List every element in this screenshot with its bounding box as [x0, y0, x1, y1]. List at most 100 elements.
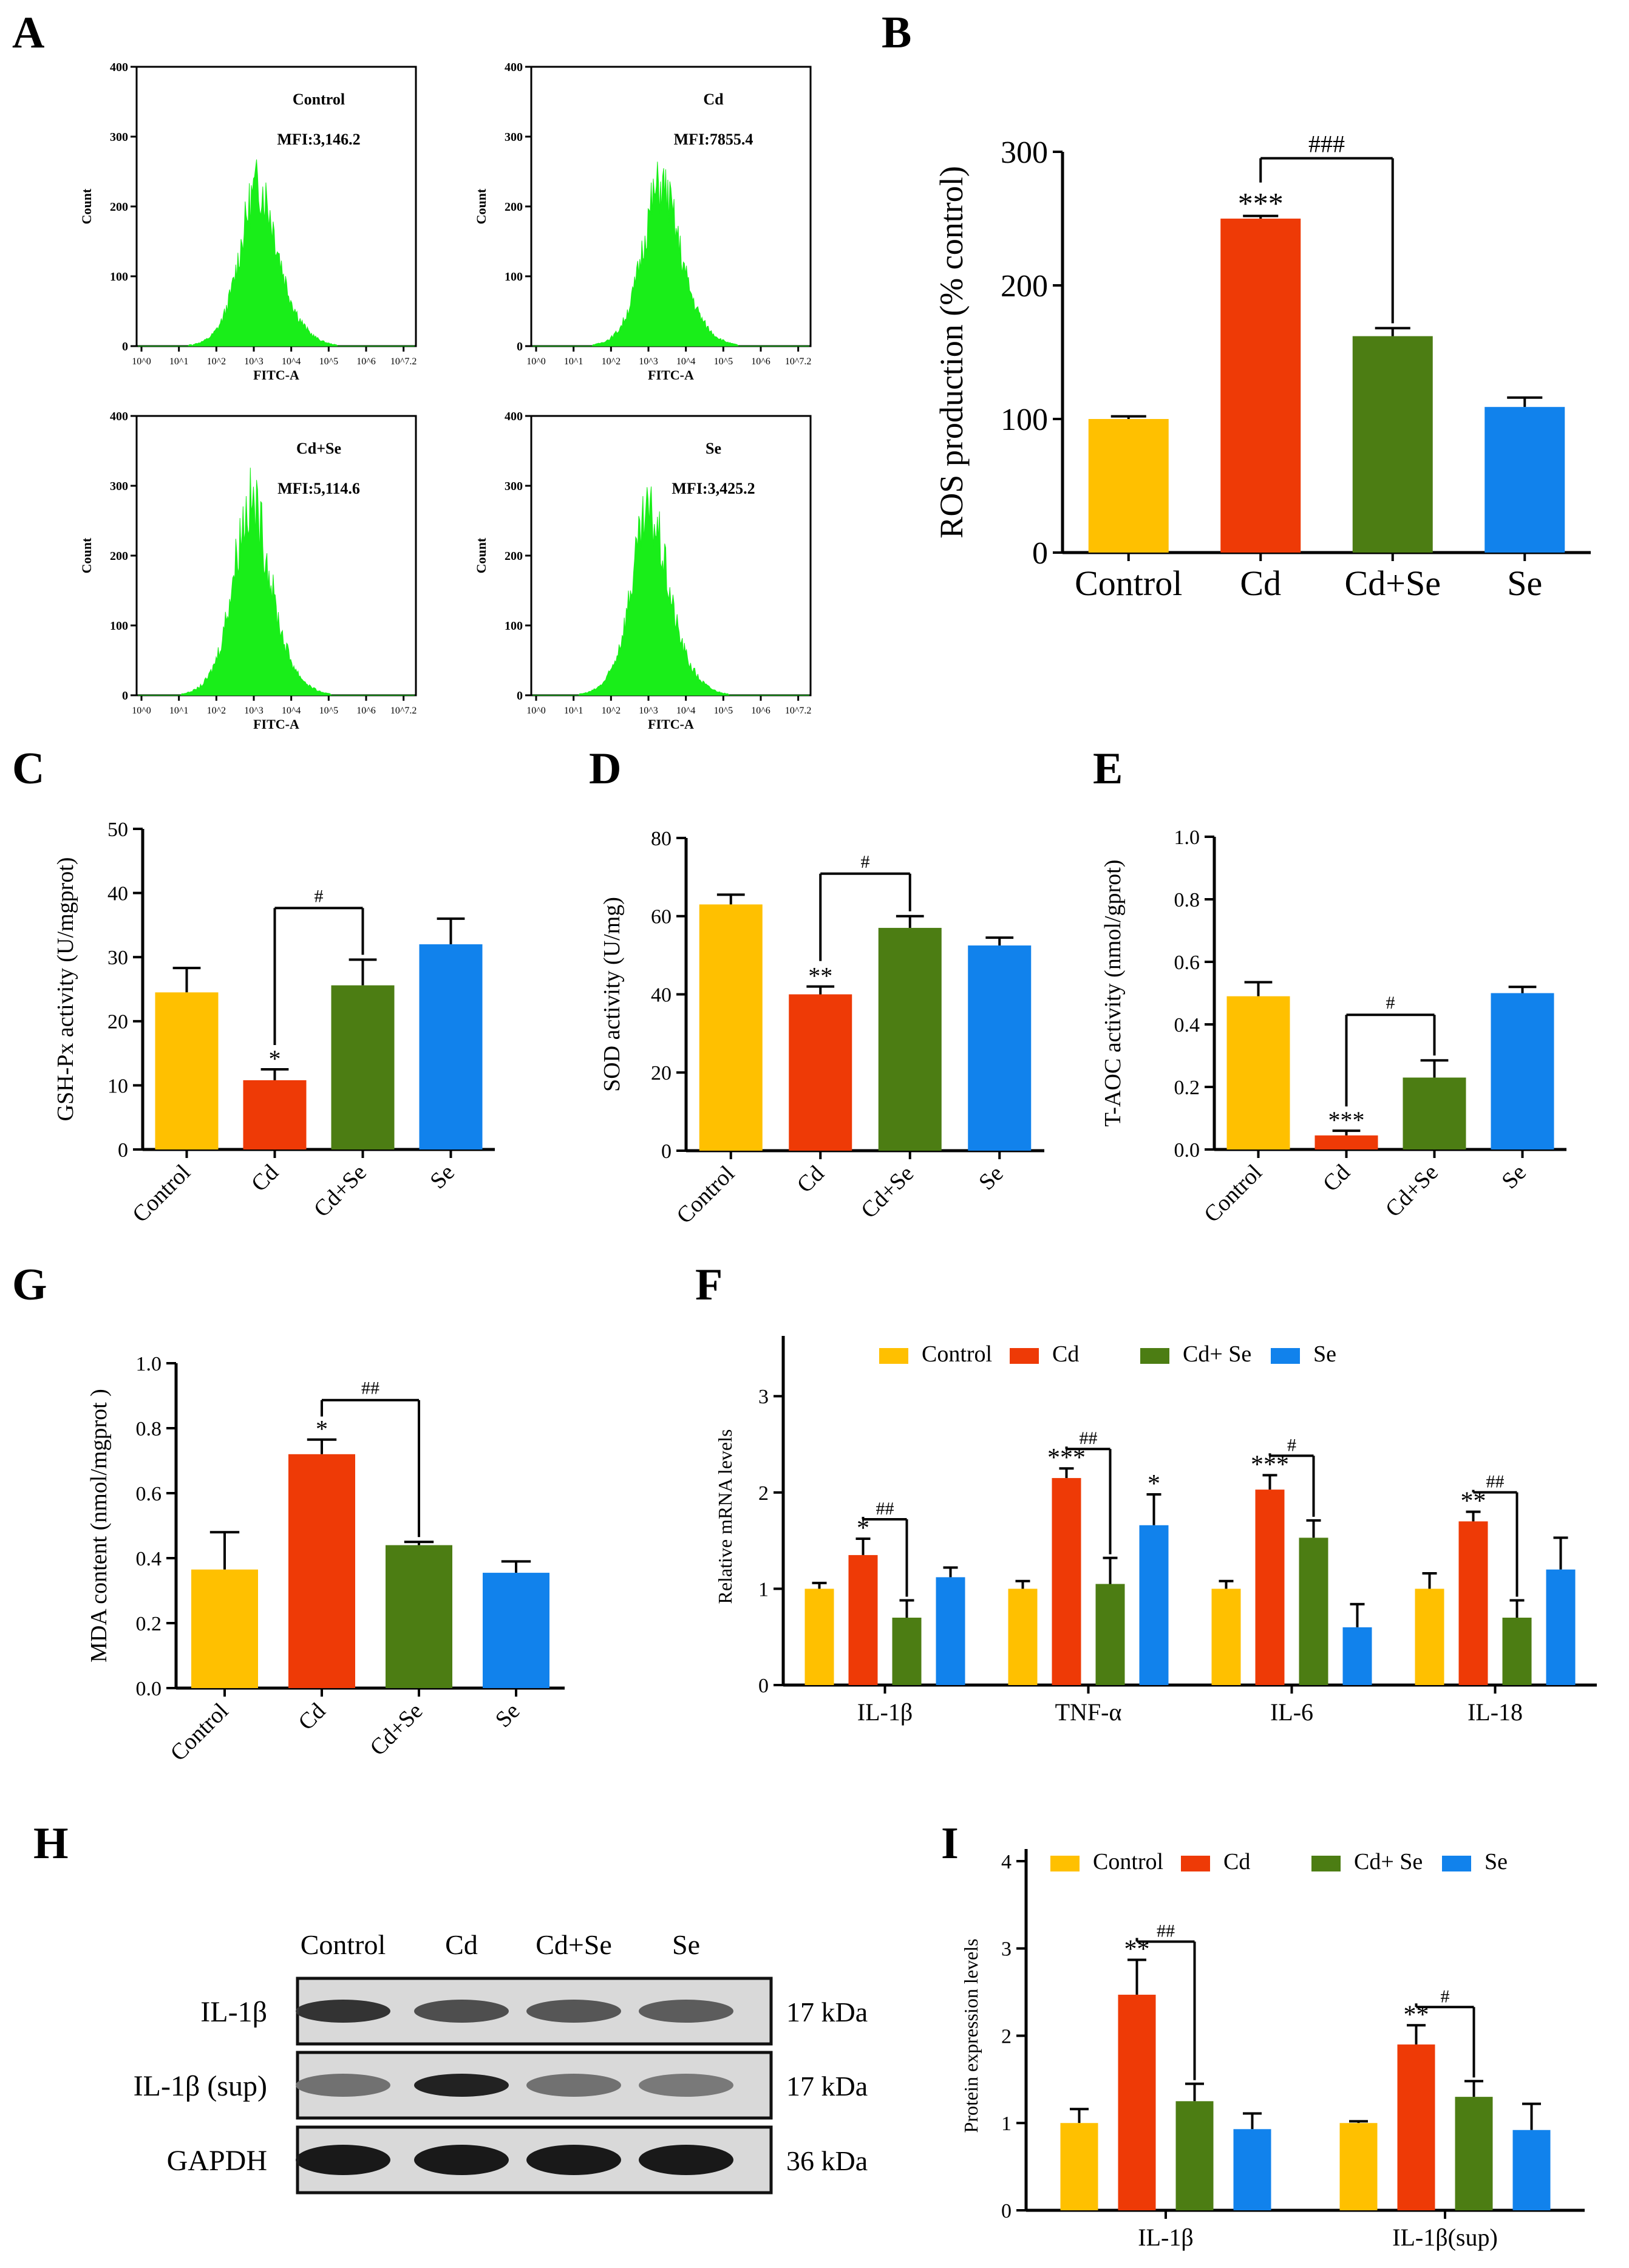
y-tick-label: 0 [1001, 2200, 1012, 2222]
x-tick-label: Control [1199, 1160, 1267, 1228]
significance-label: ## [876, 1499, 894, 1519]
bar-Cd [1458, 1521, 1488, 1685]
legend-swatch [1050, 1856, 1080, 1871]
panel-letter-A: A [12, 8, 44, 58]
band [414, 2145, 509, 2175]
x-tick-label: 10^4 [676, 356, 696, 367]
band [414, 2074, 509, 2097]
kda-label: 36 kDa [786, 2145, 868, 2176]
histogram-Se: 0 100 200 300 400 Count 10^0 10^1 10^2 10^3 10^4 10… [474, 410, 812, 732]
y-tick-label: 0 [661, 1140, 672, 1163]
y-tick-label: 100 [110, 270, 128, 284]
x-tick-label: 10^6 [751, 706, 770, 716]
y-tick-label: 100 [505, 270, 523, 284]
y-tick-label: 200 [1001, 269, 1048, 304]
bar-Se [1484, 407, 1565, 553]
bar-Se [1491, 993, 1554, 1149]
y-tick-label: 0.8 [1174, 889, 1200, 911]
x-tick-label: 10^7.2 [390, 706, 417, 716]
x-axis-label: FITC-A [648, 367, 694, 383]
bar-Cd+Se [1352, 336, 1433, 553]
legend-swatch [879, 1348, 908, 1364]
lane-label: Se [672, 1929, 700, 1960]
x-tick-label: Cd [1318, 1160, 1355, 1197]
x-tick-label: 10^1 [564, 356, 583, 367]
y-axis-label: Protein expression levels [960, 1939, 982, 2133]
y-tick-label: 50 [107, 819, 128, 841]
panel-letter-F: F [695, 1260, 723, 1310]
band [639, 2000, 733, 2023]
x-tick-label: Se [1507, 564, 1542, 603]
panel-letter-E: E [1093, 744, 1123, 794]
x-tick-label: 10^5 [319, 706, 339, 716]
x-tick-label: Se [491, 1698, 525, 1733]
y-tick-label: 300 [110, 131, 128, 144]
x-tick-label: Cd+Se [856, 1161, 919, 1224]
y-tick-label: 100 [110, 619, 128, 633]
histogram-Cd: 0 100 200 300 400 Count 10^0 10^1 10^2 10^3 10^4 10… [474, 61, 812, 383]
band [414, 2000, 509, 2023]
bar-Se [936, 1577, 965, 1685]
significance-label: # [861, 852, 870, 872]
bar-Cd+ Se [1095, 1584, 1125, 1685]
y-tick-label: 20 [107, 1011, 128, 1034]
x-tick-label: 10^0 [132, 706, 151, 716]
band [526, 2000, 621, 2023]
x-tick-label: 10^3 [244, 356, 264, 367]
y-tick-label: 200 [110, 200, 128, 214]
x-tick-label: 10^7.2 [785, 356, 812, 367]
x-tick-label: 10^6 [751, 356, 770, 367]
y-tick-label: 2 [758, 1482, 769, 1505]
x-tick-label: 10^0 [526, 706, 546, 716]
x-axis-label: FITC-A [648, 717, 694, 732]
x-tick-label: 10^0 [132, 356, 151, 367]
x-tick-label: Control [128, 1160, 196, 1228]
x-tick-label: Cd [1240, 564, 1281, 603]
bar-Cd+Se [331, 985, 395, 1149]
legend-label: Se [1484, 1849, 1508, 1875]
y-tick-label: 0.2 [1174, 1077, 1200, 1099]
y-tick-label: 100 [1001, 403, 1048, 437]
significance-label: # [1287, 1435, 1296, 1455]
legend-label: Control [1093, 1849, 1163, 1875]
x-tick-label: 10^5 [319, 356, 339, 367]
bar-Cd [1220, 219, 1301, 553]
bar-Cd [1118, 1994, 1156, 2210]
y-tick-label: 0.0 [1174, 1139, 1200, 1162]
y-axis-label: Relative mRNA levels [714, 1429, 736, 1604]
mfi-value: MFI:3,425.2 [672, 480, 755, 497]
mfi-value: MFI:7855.4 [674, 131, 753, 148]
y-tick-label: 1 [1001, 2113, 1012, 2135]
band [296, 2074, 390, 2097]
y-tick-label: 1 [758, 1578, 769, 1601]
x-tick-label: 10^1 [169, 356, 189, 367]
bar-Cd [1397, 2044, 1435, 2210]
histogram-title: Se [706, 440, 721, 457]
y-tick-label: 300 [505, 131, 523, 144]
significance-label: ### [1308, 131, 1345, 158]
panel-letter-G: G [12, 1260, 47, 1310]
significance-label: *** [1328, 1106, 1365, 1134]
histogram-fill [532, 162, 809, 347]
bar-Cd [1052, 1478, 1081, 1685]
x-tick-label: 10^6 [356, 356, 376, 367]
y-tick-label: 0 [1032, 536, 1048, 571]
histogram-fill [138, 159, 415, 347]
y-tick-label: 400 [110, 61, 128, 74]
bar-chart-D: 0 20 40 60 80 SOD activity (U/mg) Control Cd Cd+… [599, 828, 1044, 1228]
legend-label: Se [1313, 1341, 1336, 1367]
bar-Control [1008, 1589, 1038, 1685]
x-tick-label: IL-1β [1138, 2224, 1193, 2251]
band [526, 2074, 621, 2097]
histogram-Cd+Se: 0 100 200 300 400 Count 10^0 10^1 10^2 10^3 10^4 10… [79, 410, 417, 732]
significance-label: ## [1157, 1921, 1175, 1941]
x-tick-label: Cd [247, 1160, 284, 1197]
legend-label: Control [922, 1341, 992, 1367]
lane-label: Cd+Se [536, 1929, 612, 1960]
significance-label: # [1386, 993, 1395, 1013]
legend-swatch [1010, 1348, 1039, 1364]
x-tick-label: 10^2 [602, 356, 621, 367]
legend-label: Cd [1052, 1341, 1079, 1367]
y-tick-label: 0 [758, 1675, 769, 1697]
y-tick-label: 200 [505, 200, 523, 214]
